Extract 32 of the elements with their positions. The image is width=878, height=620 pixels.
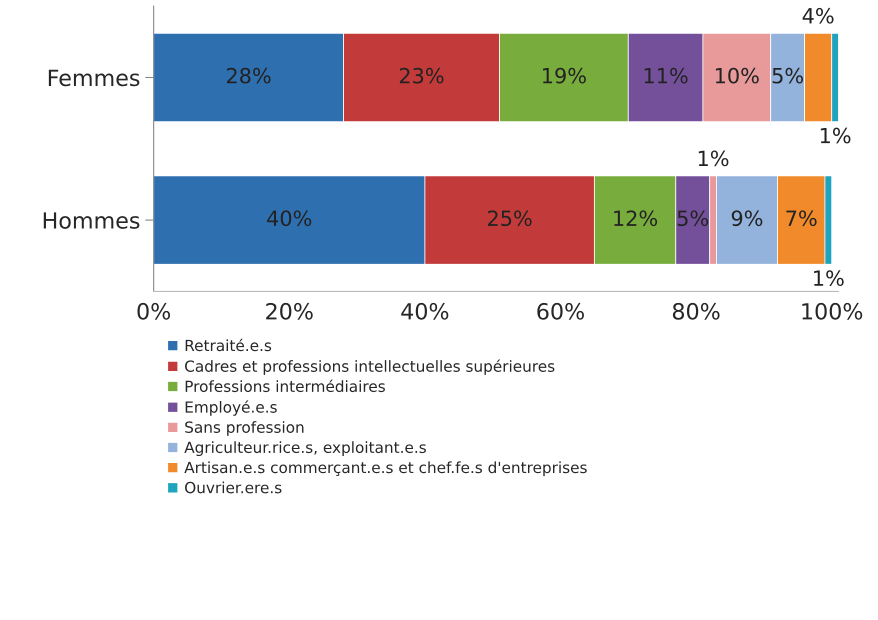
y-tick-label: Hommes (44, 212, 140, 229)
data-label: 5% (678, 210, 708, 226)
legend-label: Professions intermédiaires (186, 380, 385, 392)
data-label: 9% (732, 210, 762, 226)
data-label: 1% (698, 150, 728, 166)
legend-label: Ouvrier.ere.s (185, 482, 282, 494)
data-label: 7% (786, 210, 817, 226)
data-label: 25% (488, 210, 532, 226)
legend-label: Employé.e.s (186, 400, 277, 416)
data-label: 10% (716, 68, 759, 84)
data-label: 23% (400, 68, 444, 84)
x-tick-label: 40% (401, 302, 448, 320)
data-label: 11% (644, 68, 688, 84)
legend-label: Artisan.e.s commerçant.e.s et chef.fe.s d'entreprises (184, 461, 587, 476)
data-label: 12% (614, 210, 658, 226)
data-label: 19% (543, 68, 586, 84)
data-label: 1% (814, 270, 844, 286)
x-tick-label: 100% (802, 302, 862, 320)
data-label: 5% (772, 68, 804, 84)
data-label: 28% (226, 68, 271, 84)
data-label: 4% (802, 8, 834, 24)
legend-label: Cadres et professions intellectuelles supérieures (185, 360, 554, 375)
y-tick-label: Femmes (48, 70, 140, 86)
x-tick-label: 20% (266, 302, 313, 320)
legend-label: Retraité.e.s (186, 338, 272, 352)
x-tick-label: 60% (537, 302, 584, 320)
legend-label: Sans profession (185, 421, 304, 436)
x-tick-label: 80% (672, 302, 720, 320)
legend-label: Agriculteur.rice.s, exploitant.e.s (184, 441, 426, 456)
data-label: 40% (267, 210, 312, 226)
x-tick-label: 0% (137, 302, 170, 320)
data-label: 1% (820, 128, 850, 144)
